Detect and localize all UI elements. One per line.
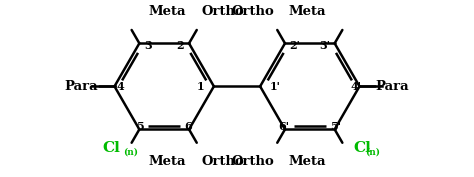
Text: Cl: Cl [354, 141, 371, 155]
Text: 6': 6' [279, 121, 290, 132]
Text: 2': 2' [290, 41, 301, 52]
Text: 5: 5 [137, 121, 144, 132]
Text: 1': 1' [270, 81, 281, 92]
Text: Ortho: Ortho [232, 155, 274, 168]
Text: Cl: Cl [103, 141, 120, 155]
Text: 3': 3' [319, 41, 330, 52]
Text: 3: 3 [144, 41, 152, 52]
Text: 5': 5' [330, 121, 341, 132]
Text: 6: 6 [184, 121, 192, 132]
Text: Para: Para [376, 80, 410, 93]
Text: Ortho: Ortho [201, 5, 244, 18]
Text: Ortho: Ortho [201, 155, 244, 168]
Text: 4: 4 [116, 81, 124, 92]
Text: Meta: Meta [148, 5, 185, 18]
Text: Ortho: Ortho [232, 5, 274, 18]
Text: Para: Para [64, 80, 98, 93]
Text: (n): (n) [365, 147, 381, 156]
Text: Meta: Meta [148, 155, 185, 168]
Text: Meta: Meta [289, 155, 326, 168]
Text: Meta: Meta [289, 5, 326, 18]
Text: 2: 2 [177, 41, 184, 52]
Text: 1: 1 [197, 81, 204, 92]
Text: 4': 4' [350, 81, 361, 92]
Text: (n): (n) [123, 147, 138, 156]
